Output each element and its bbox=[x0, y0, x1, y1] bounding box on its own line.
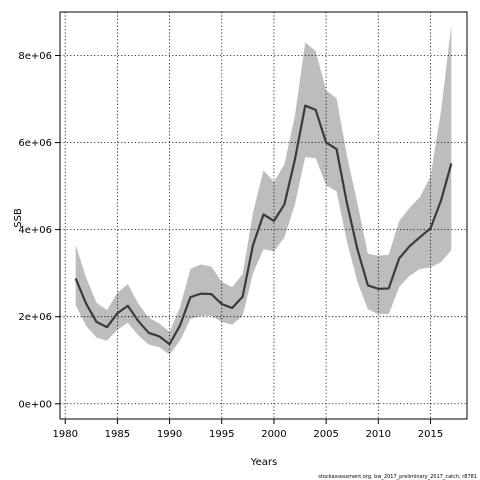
y-tick-label: 6e+06 bbox=[18, 138, 52, 149]
ssb-line-layer bbox=[74, 104, 453, 346]
footnote: stockassessment.org, bw_2017_preliminary… bbox=[318, 474, 477, 480]
plot-frame bbox=[59, 11, 468, 420]
x-tick-label: 1990 bbox=[157, 429, 182, 440]
axis-layer: 1980 1985 1990 1995 2000 2005 2010 2015 0e+00 2e+… bbox=[18, 51, 443, 440]
confidence-band-layer bbox=[75, 25, 452, 355]
y-tick-label: 8e+06 bbox=[18, 51, 52, 62]
y-tick-label: 0e+00 bbox=[18, 399, 52, 410]
x-tick-label: 2005 bbox=[313, 429, 338, 440]
y-tick-label: 2e+06 bbox=[18, 312, 52, 323]
y-tick-label: 4e+06 bbox=[18, 225, 52, 236]
x-tick-label: 2015 bbox=[418, 429, 443, 440]
x-tick-label: 1995 bbox=[209, 429, 234, 440]
x-tick-label: 1980 bbox=[52, 429, 77, 440]
ssb-line bbox=[74, 104, 453, 346]
y-axis-title: SSB bbox=[13, 208, 24, 228]
confidence-band bbox=[75, 25, 452, 355]
x-tick-label: 2000 bbox=[261, 429, 286, 440]
x-axis-title: Years bbox=[250, 457, 277, 468]
x-tick-label: 1985 bbox=[105, 429, 130, 440]
x-tick-label: 2010 bbox=[366, 429, 391, 440]
